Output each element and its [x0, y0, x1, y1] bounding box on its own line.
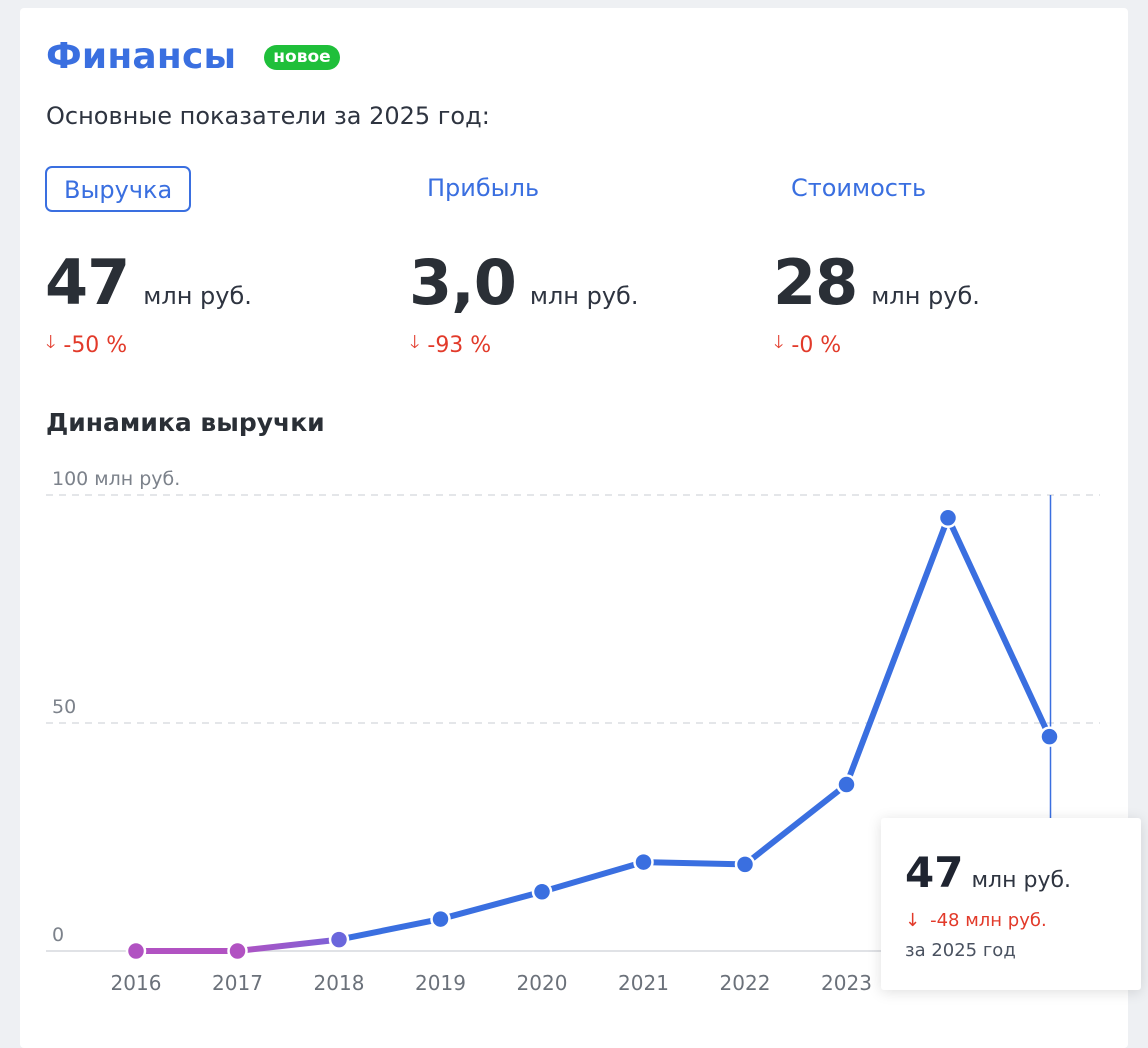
profit-value: 3,0 млн руб.	[409, 246, 638, 319]
x-tick-label: 2019	[415, 971, 466, 995]
x-tick-label: 2020	[517, 971, 568, 995]
y-tick-label: 0	[52, 924, 64, 946]
series-line-segment	[843, 514, 951, 788]
tab-revenue[interactable]: Выручка	[45, 166, 192, 212]
down-arrow-icon: 🡓	[46, 332, 56, 353]
page-title[interactable]: Финансы	[46, 36, 237, 77]
tooltip-change: ↓ -48 млн руб.	[905, 910, 1047, 931]
revenue-unit: млн руб.	[143, 282, 252, 310]
cost-value: 28 млн руб.	[773, 246, 980, 319]
series-line-segment	[336, 916, 444, 943]
chart-tooltip: 47 млн руб. ↓ -48 млн руб. за 2025 год	[881, 818, 1141, 990]
series-line-segment	[234, 936, 342, 954]
cost-change: 🡓 -0 %	[774, 330, 841, 360]
x-tick-label: 2021	[618, 971, 669, 995]
data-point	[1039, 726, 1060, 747]
x-tick-label: 2016	[111, 971, 162, 995]
data-point	[328, 929, 350, 950]
series-line-segment	[539, 859, 647, 895]
new-badge: новое	[264, 45, 340, 70]
series-line-segment	[640, 859, 748, 868]
revenue-change-value: -50 %	[63, 332, 128, 358]
tooltip-number: 47	[905, 848, 964, 897]
profit-number: 3,0	[409, 246, 517, 319]
series-line-segment	[437, 888, 545, 923]
down-arrow-icon: 🡓	[774, 332, 784, 353]
tooltip-value: 47 млн руб.	[905, 848, 1071, 897]
profit-change: 🡓 -93 %	[410, 330, 491, 360]
subtitle: Основные показатели за 2025 год:	[46, 102, 490, 130]
chart-title: Динамика выручки	[46, 408, 325, 437]
data-point	[734, 854, 756, 875]
down-arrow-icon: 🡓	[410, 332, 420, 353]
x-tick-label: 2018	[314, 971, 365, 995]
tab-value[interactable]: Стоимость	[791, 174, 927, 202]
header: Финансы новое	[46, 36, 340, 77]
profit-change-value: -93 %	[427, 332, 492, 358]
x-tick-label: 2023	[821, 971, 872, 995]
data-point	[937, 507, 959, 529]
cost-number: 28	[773, 246, 858, 319]
tab-profit[interactable]: Прибыль	[427, 174, 540, 202]
revenue-chart: 0 50 100 млн руб. 2016 2017 2018 2019 2020 2021 2…	[46, 468, 1100, 995]
tooltip-change-value: -48 млн руб.	[930, 910, 1047, 931]
y-tick-label: 100 млн руб.	[52, 468, 180, 490]
x-tick-label: 2017	[212, 971, 263, 995]
y-tick-label: 50	[52, 696, 76, 718]
revenue-value: 47 млн руб.	[45, 246, 252, 319]
cost-unit: млн руб.	[871, 282, 980, 310]
down-arrow-icon: ↓	[905, 910, 921, 931]
series-line-segment	[945, 514, 1053, 740]
cost-change-value: -0 %	[791, 332, 842, 358]
data-point	[836, 774, 857, 795]
x-tick-label: 2022	[720, 971, 771, 995]
data-point	[430, 908, 451, 930]
tooltip-period: за 2025 год	[905, 940, 1016, 961]
series-line-segment	[742, 781, 850, 868]
data-point	[125, 940, 147, 962]
revenue-number: 47	[45, 246, 130, 319]
data-point	[531, 881, 553, 902]
data-point	[227, 940, 248, 962]
tooltip-unit: млн руб.	[971, 868, 1072, 893]
data-point	[633, 851, 654, 873]
revenue-change: 🡓 -50 %	[46, 330, 127, 360]
profit-unit: млн руб.	[529, 282, 639, 310]
